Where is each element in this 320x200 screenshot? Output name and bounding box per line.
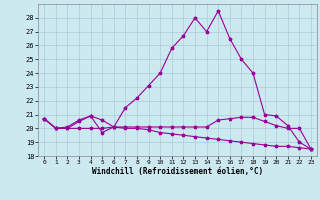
X-axis label: Windchill (Refroidissement éolien,°C): Windchill (Refroidissement éolien,°C): [92, 167, 263, 176]
